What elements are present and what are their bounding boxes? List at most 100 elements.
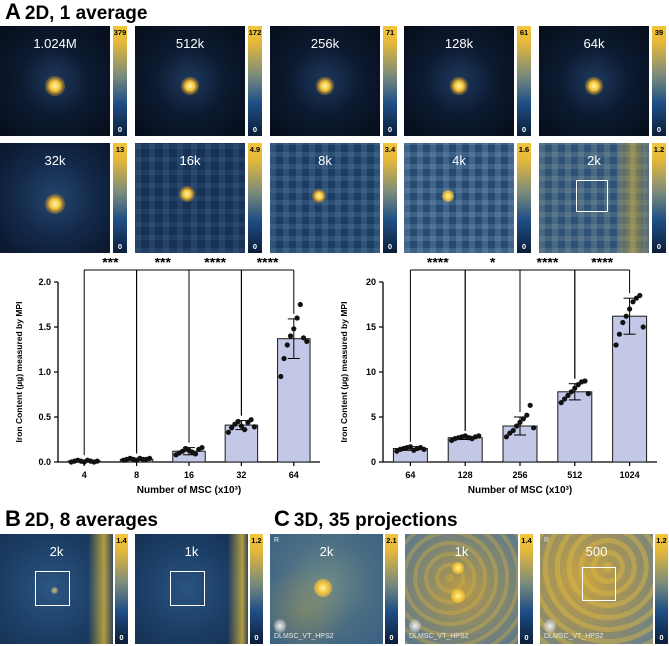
roi-box: [576, 180, 608, 212]
cell-count-label: 256k: [310, 36, 340, 51]
panel-b-label: B 2D, 8 averages: [5, 508, 158, 531]
colorbar: [115, 534, 128, 644]
y-tick-label: 10: [366, 367, 376, 377]
colorbar-max: 2.1: [386, 536, 397, 545]
cell-count-label: 64k: [583, 36, 605, 51]
mouse-icon: [544, 619, 556, 633]
signal-spot: [442, 190, 454, 202]
colorbar-max: 1.2: [653, 145, 665, 154]
mpi-tile-2k: 2k 1.2 0: [539, 143, 666, 253]
orientation-marker: R: [544, 537, 550, 544]
watermark: DLMSC_VT_HPS2: [544, 633, 604, 640]
y-tick-label: 1.0: [38, 367, 51, 377]
x-tick-label: 32: [236, 470, 246, 480]
mpi-tile-8k: 8k 3.4 0: [270, 143, 397, 253]
data-point: [238, 423, 244, 429]
data-point: [242, 427, 248, 433]
signal-spot: [312, 189, 326, 203]
x-tick-label: 256: [512, 470, 527, 480]
x-tick-label: 16: [184, 470, 194, 480]
colorbar: [655, 534, 668, 644]
data-point: [503, 434, 510, 440]
colorbar: [517, 26, 531, 136]
colorbar: [383, 143, 397, 253]
data-point: [520, 416, 526, 422]
data-point: [304, 338, 310, 344]
data-point: [287, 333, 294, 339]
colorbar-min: 0: [656, 242, 662, 251]
colorbar: [250, 534, 263, 644]
significance-label: ****: [591, 258, 613, 270]
bar: [447, 437, 483, 463]
x-axis-label: Number of MSC (x10³): [468, 485, 572, 496]
mpi-image: [0, 26, 110, 136]
cell-count-label: 1.024M: [33, 36, 77, 51]
data-point: [565, 392, 571, 398]
bar: [612, 315, 648, 463]
colorbar: [652, 143, 666, 253]
mpi-image: [135, 143, 245, 253]
colorbar-min: 0: [524, 633, 529, 642]
colorbar-max: 1.4: [116, 536, 127, 545]
signal-spot: [181, 77, 199, 95]
roi-box: [170, 571, 205, 606]
data-point: [616, 331, 623, 337]
roi-box: [35, 571, 70, 606]
signal-spot: [51, 587, 58, 594]
colorbar-max: 1.2: [656, 536, 667, 545]
x-tick-label: 128: [458, 470, 473, 480]
data-point: [278, 373, 284, 380]
mpi-tile-4k: 4k 1.6 0: [404, 143, 531, 253]
mpi-image: [539, 143, 649, 253]
colorbar-max: 379: [113, 28, 127, 37]
significance-label: ****: [427, 258, 449, 270]
signal-spot: [45, 194, 65, 214]
mpi-image: [270, 534, 383, 644]
mpi-tile-1024k: 1.024M 379 0: [0, 26, 127, 136]
colorbar: [383, 26, 397, 136]
colorbar: [113, 143, 127, 253]
x-axis-label: Number of MSC (x10³): [137, 485, 241, 496]
panel-c-title: 3D, 35 projections: [293, 510, 458, 531]
colorbar-max: 71: [385, 28, 395, 37]
data-point: [248, 417, 254, 423]
colorbar: [248, 143, 262, 253]
signal-spot: [314, 579, 332, 597]
data-point: [585, 391, 591, 397]
mpi-image: [404, 143, 514, 253]
roi-box: [582, 567, 616, 601]
cell-count-label: 2k: [587, 153, 601, 168]
signal-spot: [452, 562, 464, 574]
colorbar-min: 0: [389, 633, 394, 642]
colorbar-max: 39: [654, 28, 664, 37]
data-point: [476, 433, 482, 439]
data-point: [407, 444, 413, 450]
mouse-icon: [409, 619, 421, 633]
signal-spot: [45, 76, 65, 96]
x-tick-label: 8: [134, 470, 139, 480]
mpi-image: [405, 534, 518, 644]
data-point: [192, 451, 199, 457]
panel-a-label: A 2D, 1 average: [5, 1, 147, 24]
data-point: [558, 400, 564, 406]
watermark: DLMSC_VT_HPS2: [274, 633, 334, 640]
mpi-image: [0, 534, 113, 644]
data-point: [613, 342, 619, 348]
data-point: [623, 313, 629, 319]
data-point: [640, 324, 646, 330]
watermark: DLMSC_VT_HPS2: [409, 633, 469, 640]
mpi-tile-32k: 32k 13 0: [0, 143, 127, 253]
colorbar-max: 61: [519, 28, 529, 37]
data-point: [300, 335, 307, 341]
chart-iron-low: 0.00.51.01.52.04 8 16 32 64*** *** **** ****Num…: [14, 258, 320, 496]
mpi-image: [270, 143, 380, 253]
cell-count-label: 2k: [319, 544, 334, 559]
data-point: [94, 458, 100, 464]
colorbar-min: 0: [387, 125, 393, 134]
y-tick-label: 20: [366, 277, 376, 287]
orientation-marker: R: [274, 537, 280, 544]
signal-spot: [585, 77, 603, 95]
data-point: [281, 355, 287, 362]
cell-count-label: 2k: [49, 544, 64, 559]
